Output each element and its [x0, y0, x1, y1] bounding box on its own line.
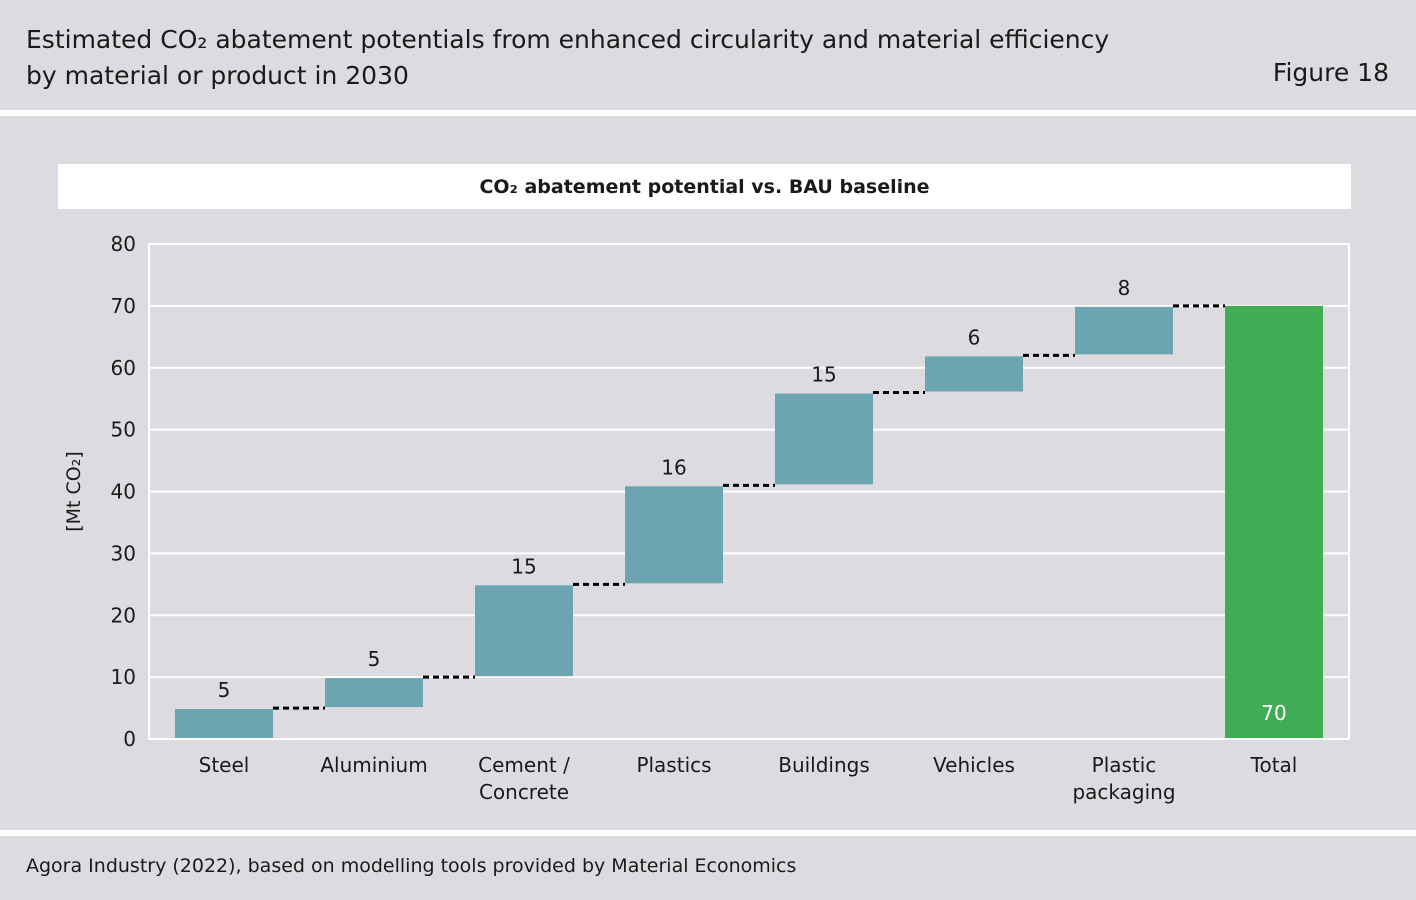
x-tick-label: Buildings	[778, 753, 870, 777]
x-tick-label: Plastics	[636, 753, 711, 777]
step-bar	[1075, 306, 1173, 355]
y-tick-label: 60	[111, 356, 136, 380]
x-tick-label: Steel	[199, 753, 250, 777]
y-tick-label: 10	[111, 665, 136, 689]
data-label: 15	[811, 363, 836, 387]
data-label: 70	[1261, 701, 1286, 725]
step-bar	[925, 356, 1023, 392]
y-tick-label: 0	[123, 727, 136, 751]
figure-title: Estimated CO₂ abatement potentials from …	[26, 22, 1109, 94]
y-tick-label: 20	[111, 603, 136, 627]
y-tick-label: 40	[111, 480, 136, 504]
data-label: 6	[968, 325, 981, 349]
data-label: 15	[511, 554, 536, 578]
step-bar	[475, 585, 573, 677]
footer-divider	[0, 830, 1416, 836]
step-bar	[175, 709, 273, 738]
total-bar	[1225, 305, 1323, 738]
x-tick-label: packaging	[1072, 780, 1175, 804]
figure-number: Figure 18	[1272, 58, 1389, 87]
header-divider	[0, 110, 1416, 116]
x-tick-label: Aluminium	[320, 753, 427, 777]
x-tick-label: Total	[1250, 753, 1298, 777]
y-tick-label: 70	[111, 294, 136, 318]
header: Estimated CO₂ abatement potentials from …	[0, 0, 1416, 110]
waterfall-chart: 0 10 20 30 40 50 60 70 80 [Mt CO₂] 5 Steel 5 Aluminiu…	[63, 232, 1350, 804]
y-tick-label: 80	[111, 232, 136, 256]
source-note: Agora Industry (2022), based on modellin…	[26, 855, 797, 877]
data-label: 8	[1118, 276, 1131, 300]
x-tick-label: Plastic	[1092, 753, 1157, 777]
chart-title: CO₂ abatement potential vs. BAU baseline	[58, 164, 1351, 209]
figure-title-line-1: Estimated CO₂ abatement potentials from …	[26, 25, 1110, 54]
y-tick-label: 30	[111, 541, 136, 565]
data-label: 5	[218, 678, 231, 702]
figure-title-line-2: by material or product in 2030	[26, 61, 409, 90]
data-label: 16	[661, 455, 686, 479]
step-bar	[325, 678, 423, 708]
step-bar	[775, 393, 873, 485]
data-label: 5	[368, 647, 381, 671]
x-tick-label: Vehicles	[933, 753, 1015, 777]
x-tick-label: Concrete	[479, 780, 569, 804]
x-tick-label: Cement /	[478, 753, 570, 777]
step-bar	[625, 486, 723, 584]
y-tick-label: 50	[111, 418, 136, 442]
y-axis-title: [Mt CO₂]	[63, 451, 85, 532]
